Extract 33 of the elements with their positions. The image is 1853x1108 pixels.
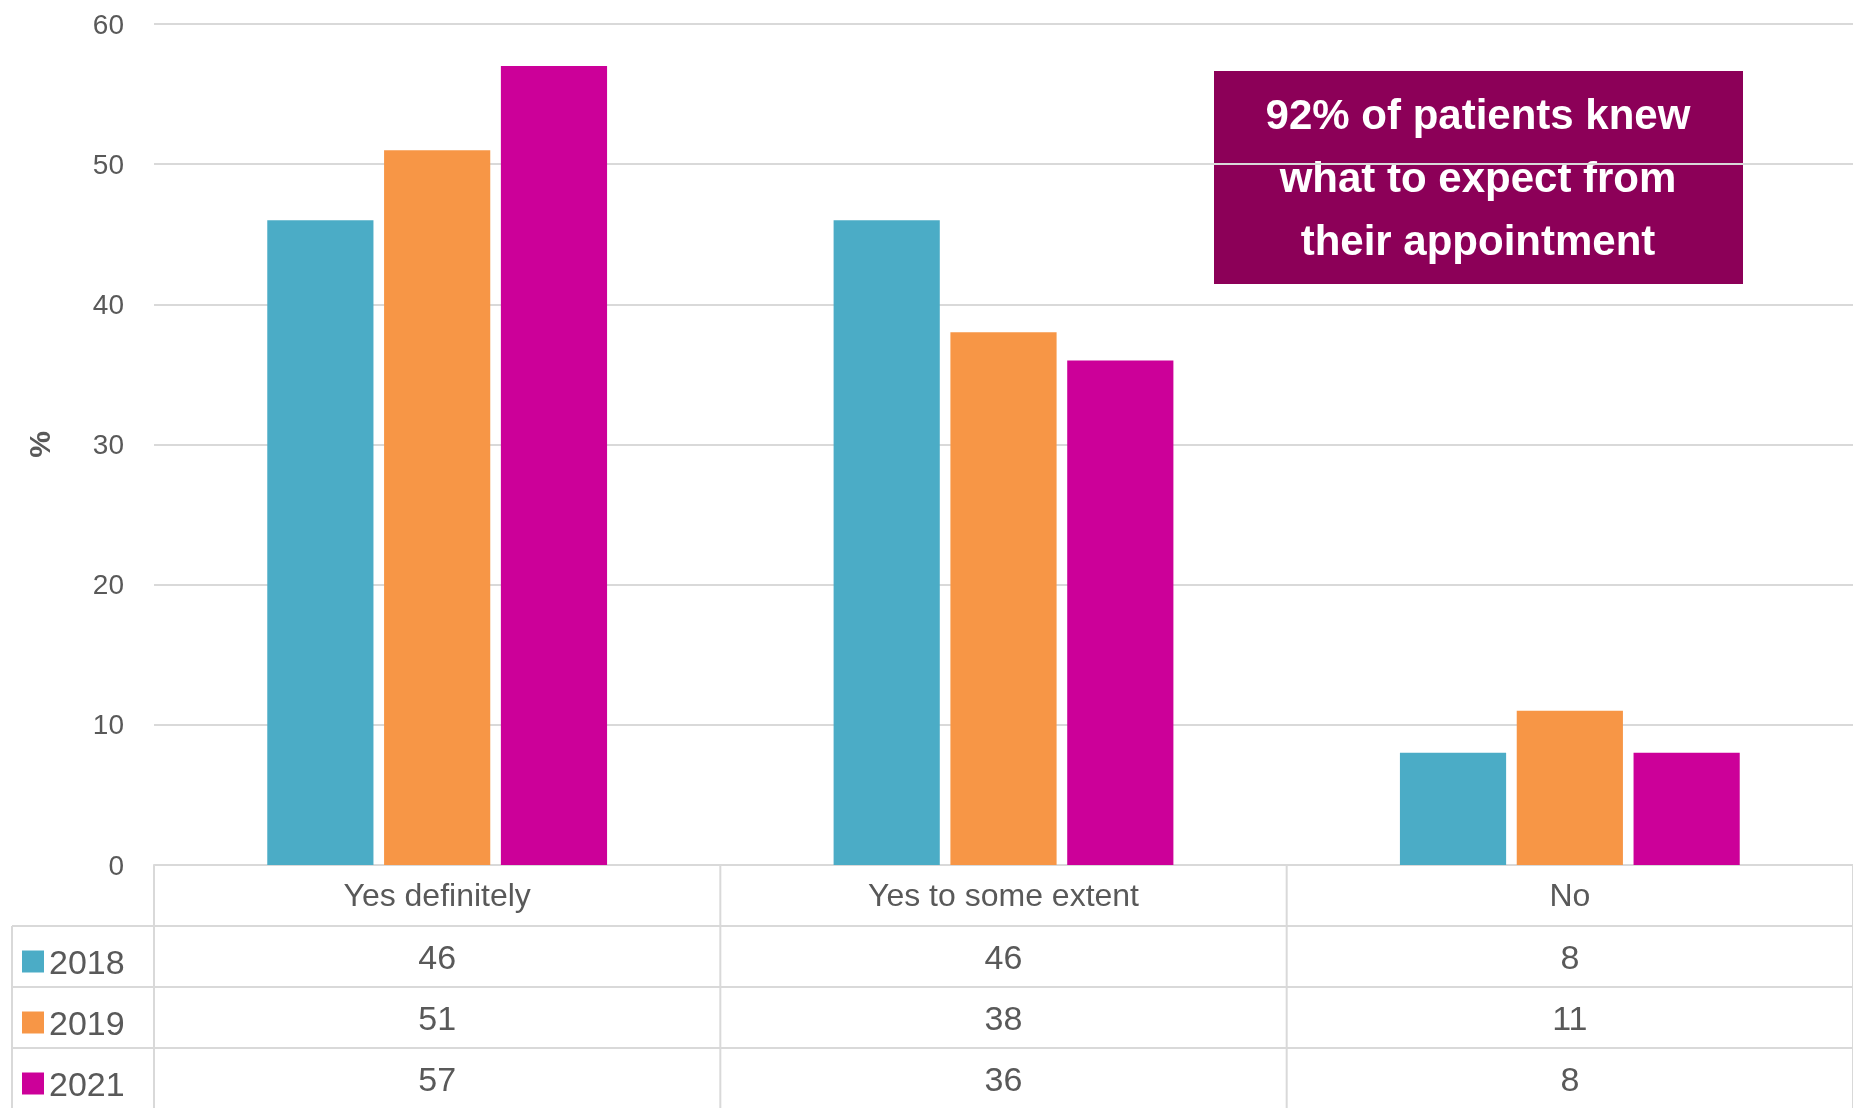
y-tick-label: 50 [92,148,124,180]
x-tick-label: Yes definitely [343,877,531,913]
data-label: 36 [984,1059,1023,1098]
legend-label: 2019 [49,1003,125,1042]
y-tick-label: 30 [92,429,124,460]
data-label: 11 [1552,998,1588,1037]
bar [1067,360,1174,865]
bar [500,66,608,865]
bar [1399,752,1507,865]
y-tick-label: 10 [92,709,124,741]
data-label: 46 [418,937,457,976]
data-label: 8 [1560,937,1580,976]
y-tick-label: 40 [92,288,124,320]
y-tick-label: 20 [92,569,124,601]
bar [950,332,1057,865]
bar [833,220,940,865]
x-tick-label: Yes to some extent [868,877,1140,913]
y-axis-title: % [22,431,56,458]
x-tick-label: No [1549,877,1591,913]
data-label: 8 [1560,1059,1580,1098]
y-tick-label: 60 [92,8,124,40]
bar [1516,710,1623,865]
data-label: 38 [984,998,1023,1037]
data-label: 57 [418,1059,457,1098]
bar [1633,752,1740,865]
bar [267,220,374,865]
data-label: 46 [984,937,1023,976]
data-label: 51 [418,998,457,1037]
annotation: 92% of patients knew what to expect from their appointment [1265,90,1691,264]
y-tick-label: 0 [108,849,124,881]
legend-label: 2021 [49,1064,125,1103]
bar [384,150,491,865]
legend-label: 2018 [49,942,125,981]
